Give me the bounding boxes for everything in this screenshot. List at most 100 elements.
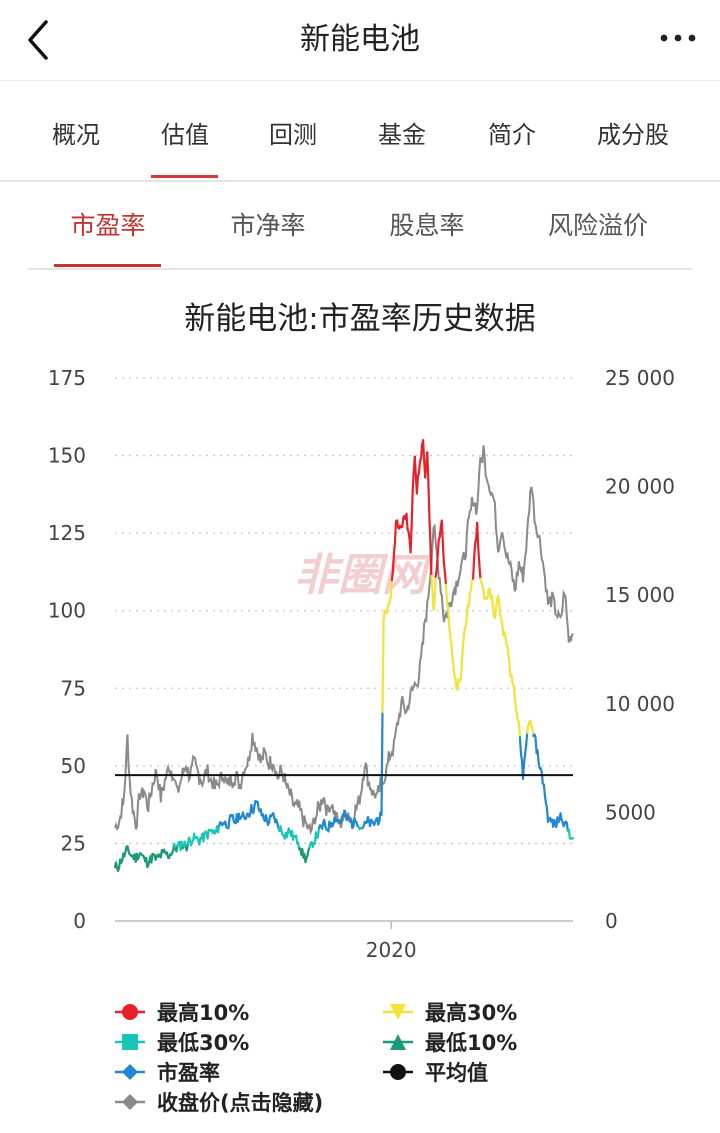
pe-segment xyxy=(476,521,480,550)
pe-segment xyxy=(510,674,514,685)
tab-valuation[interactable]: 估值 xyxy=(161,121,209,149)
main-tabs: 概况 估值 回测 基金 简介 成分股 xyxy=(0,80,720,182)
pe-segment xyxy=(426,451,430,481)
pe-segment xyxy=(382,609,386,622)
pe-segment xyxy=(517,720,522,739)
pe-segment xyxy=(459,667,463,682)
pe-segment xyxy=(388,594,392,604)
pe-segment xyxy=(536,749,540,765)
pe-segment xyxy=(427,478,431,519)
subtab-pe[interactable]: 市盈率 xyxy=(70,211,146,240)
close-price-series[interactable] xyxy=(114,445,574,836)
y-right-tick-label: 25 000 xyxy=(605,366,675,390)
pe-segment xyxy=(401,516,405,528)
pe-segment xyxy=(450,641,454,656)
pe-segment xyxy=(436,539,440,557)
pe-segment xyxy=(443,572,448,586)
pe-segment xyxy=(202,831,206,843)
legend-marker xyxy=(390,1034,406,1050)
x-axis: 2020 xyxy=(366,921,417,962)
pe-segment xyxy=(438,525,442,538)
pe-segment xyxy=(462,627,466,640)
active-subtab-indicator xyxy=(54,264,161,267)
pe-segment xyxy=(424,464,428,479)
more-dots-icon[interactable] xyxy=(656,20,700,60)
y-axis-right: 0 5000 10 000 15 000 20 000 25 000 xyxy=(605,366,675,933)
y-right-tick-label: 10 000 xyxy=(605,692,675,716)
sub-tabs: 市盈率 市净率 股息率 风险溢价 xyxy=(28,182,692,270)
grid-lines xyxy=(115,377,573,922)
pe-segment xyxy=(519,752,524,762)
pe-segment xyxy=(464,615,468,627)
y-left-tick-label: 75 xyxy=(61,676,86,700)
pe-segment xyxy=(472,557,476,580)
back-arrow-icon[interactable] xyxy=(22,18,62,62)
y-left-tick-label: 0 xyxy=(73,909,86,933)
pe-series[interactable] xyxy=(113,439,575,872)
pe-segment xyxy=(442,561,447,575)
pe-segment xyxy=(396,519,400,529)
pe-segment xyxy=(451,653,455,667)
pe-segment xyxy=(449,634,453,644)
pe-segment xyxy=(422,439,426,462)
pe-segment xyxy=(506,645,510,656)
pe-segment xyxy=(316,826,321,838)
pe-segment xyxy=(454,677,458,690)
legend-label: 市盈率 xyxy=(157,1061,220,1085)
pe-segment xyxy=(521,761,526,780)
legend-item[interactable]: 收盘价(点击隐藏) xyxy=(115,1091,323,1115)
legend-item[interactable]: 平均值 xyxy=(383,1061,488,1085)
pe-segment xyxy=(206,828,210,840)
legend-item[interactable]: 最低10% xyxy=(383,1031,517,1055)
y-left-tick-label: 150 xyxy=(48,444,86,468)
legend-item[interactable]: 最高10% xyxy=(115,1001,249,1025)
pe-segment xyxy=(486,588,490,599)
pe-segment xyxy=(415,475,419,495)
pe-segment xyxy=(513,693,517,711)
pe-segment xyxy=(409,522,413,554)
tab-funds[interactable]: 基金 xyxy=(378,121,426,149)
legend-marker xyxy=(390,1064,406,1080)
legend-item[interactable]: 最高30% xyxy=(383,1001,517,1025)
legend-item[interactable]: 市盈率 xyxy=(115,1061,220,1085)
pe-segment xyxy=(469,579,474,590)
legend-marker xyxy=(122,1034,138,1050)
pe-segment xyxy=(523,743,528,756)
pe-segment xyxy=(543,794,548,805)
pe-segment xyxy=(381,619,385,714)
pe-history-chart: 新能电池:市盈率历史数据 非圈网 0 25 50 75 100 125 150 175 0 50… xyxy=(48,301,675,1115)
pe-segment xyxy=(441,543,445,564)
pe-segment xyxy=(444,583,449,606)
legend-marker xyxy=(122,1064,138,1080)
pe-segment xyxy=(465,604,469,618)
pe-segment xyxy=(522,753,527,764)
pe-segment xyxy=(473,542,477,560)
pe-segment xyxy=(467,592,471,608)
pe-segment xyxy=(461,637,465,651)
pe-segment xyxy=(410,489,414,525)
subtab-risk-premium[interactable]: 风险溢价 xyxy=(547,211,648,240)
pe-segment xyxy=(491,602,495,618)
pe-segment xyxy=(413,455,417,477)
tab-backtest[interactable]: 回测 xyxy=(269,121,317,149)
pe-segment xyxy=(512,684,516,696)
tab-constituents[interactable]: 成分股 xyxy=(597,121,669,149)
subtab-dividend[interactable]: 股息率 xyxy=(389,211,465,240)
subtab-pb[interactable]: 市净率 xyxy=(230,211,306,240)
pe-segment xyxy=(515,711,519,721)
pe-segment xyxy=(428,516,432,544)
legend-item[interactable]: 最低30% xyxy=(115,1031,249,1055)
pe-segment xyxy=(507,653,511,667)
pe-segment xyxy=(540,771,544,785)
pe-segment xyxy=(185,842,189,852)
watermark-text: 非圈网 xyxy=(294,550,432,601)
pe-segment xyxy=(391,551,396,572)
legend-label: 最低10% xyxy=(425,1031,517,1055)
legend-label: 最高10% xyxy=(157,1001,249,1025)
tab-intro[interactable]: 简介 xyxy=(488,121,536,149)
y-left-tick-label: 175 xyxy=(48,366,86,390)
tab-overview[interactable]: 概况 xyxy=(52,121,100,149)
pe-segment xyxy=(389,579,393,597)
pe-segment xyxy=(504,634,508,647)
